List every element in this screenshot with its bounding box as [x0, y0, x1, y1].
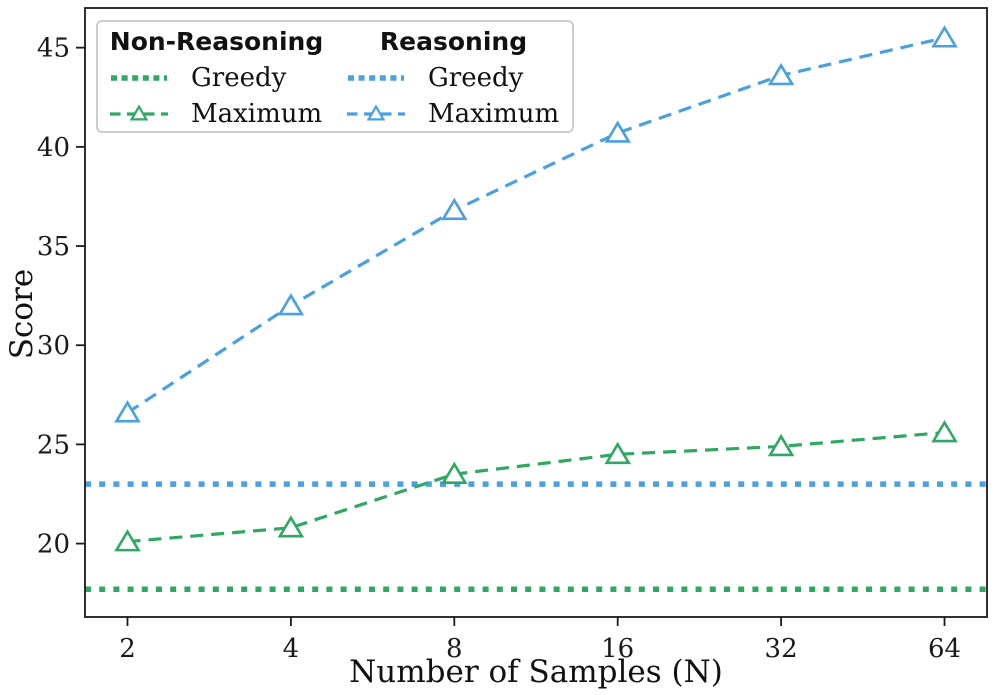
non-reasoning-maximum-marker-n4 — [277, 515, 305, 538]
legend-item-reasoning-greedy: Greedy — [335, 60, 572, 96]
legend-item-non-reasoning-maximum: Maximum — [98, 96, 335, 132]
non-reasoning-maximum-marker-n32 — [767, 433, 795, 457]
x-tick-label: 2 — [119, 634, 136, 664]
y-axis-label: Score — [4, 268, 40, 360]
legend: Non-Reasoning Reasoning Greedy Maximum G… — [96, 20, 574, 133]
x-tick-label: 4 — [283, 634, 300, 664]
non-reasoning-maximum-marker-n16 — [604, 441, 631, 465]
reasoning-maximum-marker-n16 — [604, 120, 631, 143]
blue-dotted-line-swatch-icon — [348, 75, 404, 81]
plot-border — [84, 7, 988, 618]
reasoning-maximum-marker-n8 — [441, 197, 468, 221]
reasoning-maximum-marker-n2 — [114, 400, 141, 423]
legend-header-reasoning: Reasoning — [379, 27, 528, 56]
non-reasoning-maximum-line — [127, 430, 945, 544]
legend-header-non-reasoning: Non-Reasoning — [109, 27, 324, 56]
legend-item-label: Maximum — [428, 99, 560, 129]
legend-item-reasoning-maximum: Maximum — [335, 96, 572, 132]
triangle-swatch-marker — [366, 104, 386, 121]
y-tick-label: 20 — [37, 530, 70, 560]
y-tick-label: 35 — [37, 232, 70, 262]
green-dotted-line-swatch-icon — [111, 75, 167, 81]
blue-dashed-triangle-swatch-icon — [347, 104, 405, 121]
reasoning-maximum-marker-n64 — [931, 25, 958, 48]
legend-item-non-reasoning-greedy: Greedy — [98, 60, 335, 96]
x-tick-label: 8 — [446, 634, 463, 664]
legend-item-label: Maximum — [191, 99, 323, 129]
x-tick-label: 64 — [928, 634, 961, 664]
y-tick-label: 30 — [37, 331, 70, 361]
legend-item-label: Greedy — [428, 63, 524, 93]
y-tick-label: 25 — [37, 430, 70, 460]
x-axis-label: Number of Samples (N) — [349, 654, 723, 690]
triangle-swatch-marker — [129, 104, 149, 121]
green-dashed-triangle-swatch-icon — [110, 104, 168, 121]
x-tick-label: 16 — [601, 634, 634, 664]
x-tick-label: 32 — [765, 634, 798, 664]
legend-item-label: Greedy — [191, 63, 287, 93]
non-reasoning-maximum-marker-n8 — [441, 461, 468, 484]
non-reasoning-maximum-marker-n64 — [931, 419, 958, 443]
y-tick-label: 45 — [37, 34, 70, 64]
reasoning-maximum-marker-n32 — [767, 62, 795, 86]
y-tick-label: 40 — [37, 133, 70, 163]
reasoning-maximum-marker-n4 — [277, 293, 305, 316]
non-reasoning-maximum-marker-n2 — [114, 529, 141, 552]
reasoning-maximum-line — [126, 36, 945, 415]
